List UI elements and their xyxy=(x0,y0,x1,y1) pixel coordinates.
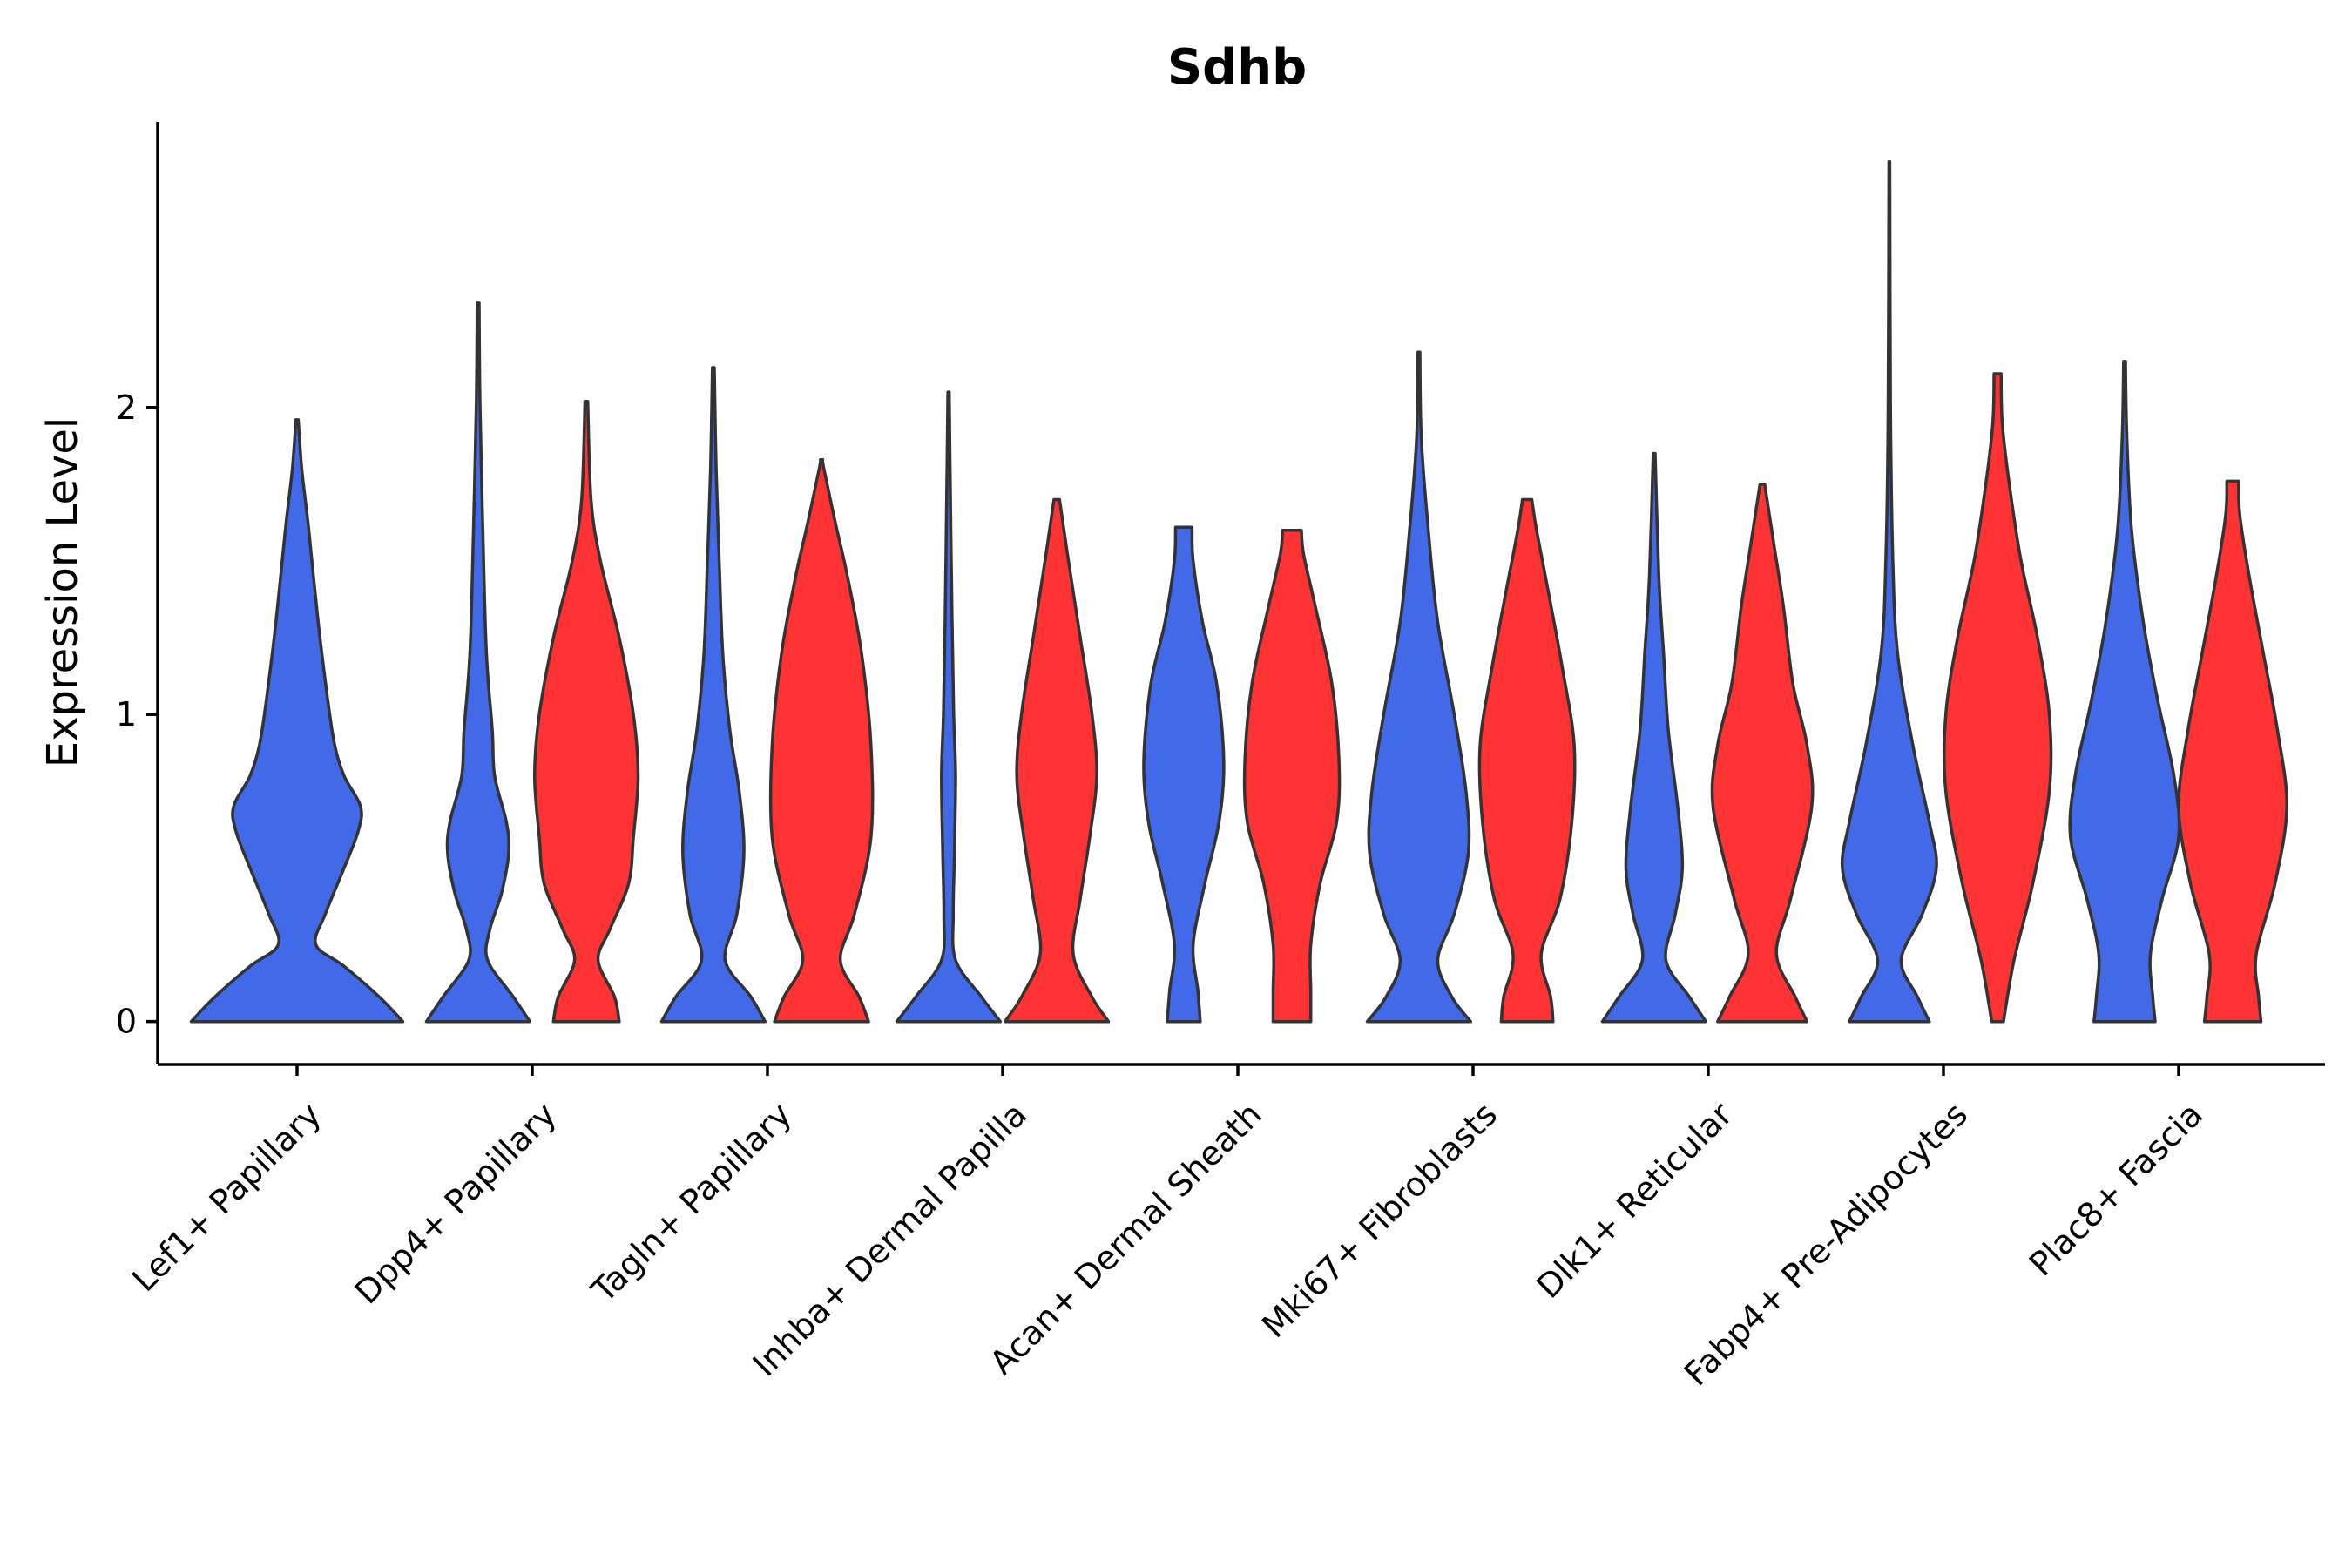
violin-red-7 xyxy=(1942,372,2053,1024)
violin-blue-2 xyxy=(659,366,767,1024)
x-tick-label: Dpp4+ Papillary xyxy=(348,1095,564,1311)
y-tick-label: 1 xyxy=(116,695,137,733)
violin-blue-3 xyxy=(895,390,1003,1024)
violin-blue-4 xyxy=(1142,525,1226,1024)
violin-blue-0 xyxy=(189,418,405,1024)
x-tick-label: Lef1+ Papillary xyxy=(125,1095,328,1299)
violin-red-6 xyxy=(1710,483,1815,1024)
y-ticks: 0 1 2 xyxy=(116,389,158,1041)
y-axis-label: Expression Level xyxy=(38,417,87,768)
axes xyxy=(156,122,2325,1066)
violin-red-5 xyxy=(1477,497,1577,1024)
x-tick-label: Mki67+ Fibroblasts xyxy=(1254,1095,1504,1345)
violin-blue-5 xyxy=(1365,350,1473,1024)
x-tick-label: Acan+ Dermal Sheath xyxy=(983,1095,1269,1382)
x-tick-label: Tagln+ Papillary xyxy=(584,1095,799,1310)
x-tick-label: Plac8+ Fascia xyxy=(2022,1095,2210,1283)
violin-red-1 xyxy=(532,399,640,1024)
violin-red-2 xyxy=(768,457,875,1024)
violin-group xyxy=(189,160,2288,1024)
violin-blue-6 xyxy=(1600,451,1708,1024)
violin-blue-1 xyxy=(424,301,532,1024)
chart-title: Sdhb xyxy=(1167,39,1307,96)
x-ticks: Lef1+ Papillary Dpp4+ Papillary Tagln+ Pap… xyxy=(125,1064,2210,1393)
violin-red-4 xyxy=(1242,528,1342,1024)
x-tick-label: Dlk1+ Reticular xyxy=(1529,1095,1740,1306)
violin-red-8 xyxy=(2177,479,2288,1024)
violin-blue-8 xyxy=(2068,360,2181,1024)
x-tick-label: Inhba+ Dermal Papilla xyxy=(746,1095,1035,1384)
y-tick-label: 2 xyxy=(116,389,137,427)
y-tick-label: 0 xyxy=(116,1003,137,1041)
violin-blue-7 xyxy=(1840,160,1938,1024)
violin-red-3 xyxy=(1003,497,1111,1024)
